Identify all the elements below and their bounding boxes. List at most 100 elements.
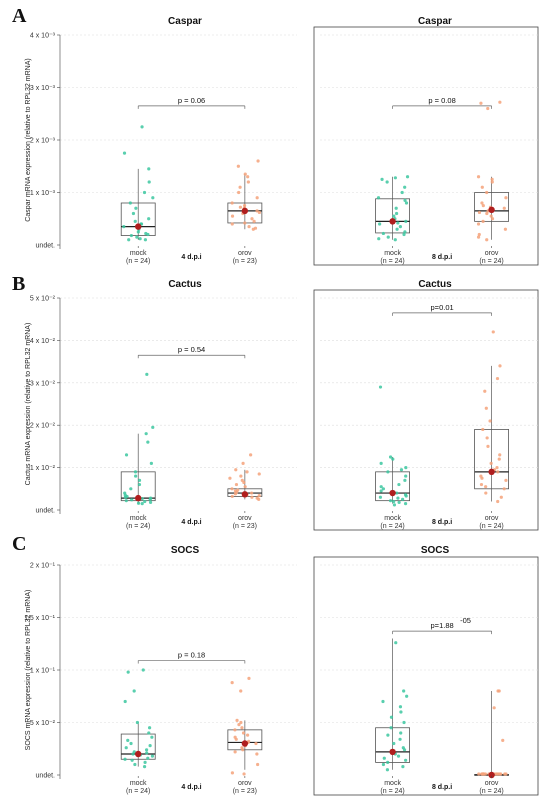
data-point bbox=[133, 762, 137, 767]
data-point bbox=[481, 219, 485, 223]
data-point bbox=[476, 235, 481, 239]
y-tick-label: 3 x 10⁻² bbox=[30, 380, 56, 387]
data-point bbox=[132, 689, 136, 693]
p-value-label: p = 0.54 bbox=[178, 345, 205, 354]
data-point bbox=[404, 758, 408, 762]
data-point bbox=[144, 432, 148, 436]
x-category-n: (n = 23) bbox=[233, 258, 257, 265]
data-point bbox=[230, 487, 234, 491]
data-point bbox=[489, 214, 493, 218]
data-point bbox=[242, 772, 246, 776]
x-category-n: (n = 24) bbox=[380, 258, 404, 265]
data-point bbox=[254, 741, 258, 746]
data-point bbox=[141, 668, 145, 672]
data-point bbox=[490, 177, 494, 181]
data-point bbox=[239, 474, 243, 478]
data-point bbox=[376, 196, 381, 200]
timepoint-label: 4 d.p.i bbox=[181, 254, 201, 261]
x-category-n: (n = 24) bbox=[126, 523, 150, 530]
x-category-label: mock bbox=[130, 250, 147, 257]
data-point bbox=[480, 201, 484, 205]
data-point bbox=[484, 491, 488, 495]
data-point bbox=[380, 177, 384, 181]
data-point bbox=[477, 210, 482, 215]
data-point bbox=[393, 176, 397, 180]
y-tick-label: 3 x 10⁻³ bbox=[30, 85, 56, 92]
data-point bbox=[393, 238, 397, 242]
data-point bbox=[396, 496, 400, 500]
chart-title: Caspar bbox=[418, 16, 452, 27]
data-point bbox=[392, 741, 396, 746]
data-point bbox=[252, 219, 256, 223]
data-point bbox=[130, 758, 134, 762]
y-tick-label: 1 x 10⁻² bbox=[30, 465, 56, 472]
data-point bbox=[378, 495, 383, 499]
y-tick-label: undet. bbox=[36, 243, 56, 250]
data-point bbox=[401, 746, 405, 750]
y-tick-label: 1.5 x 10⁻¹ bbox=[24, 615, 56, 622]
mean-marker bbox=[389, 489, 396, 497]
data-point bbox=[403, 478, 407, 482]
data-point bbox=[236, 488, 240, 492]
data-point bbox=[402, 232, 406, 237]
data-point bbox=[243, 221, 247, 225]
data-point bbox=[147, 217, 151, 221]
x-category-n: (n = 23) bbox=[233, 523, 257, 530]
data-point bbox=[486, 106, 490, 111]
data-point bbox=[146, 440, 150, 444]
mean-marker bbox=[135, 223, 142, 230]
data-point bbox=[391, 457, 395, 461]
data-point bbox=[133, 470, 138, 474]
data-point bbox=[245, 470, 249, 474]
data-point bbox=[405, 694, 409, 698]
data-point bbox=[403, 198, 407, 202]
p-value-exponent: -05 bbox=[460, 616, 471, 625]
data-point bbox=[234, 468, 238, 472]
y-axis-label: Caspar mRNA expression (relative to RPL3… bbox=[25, 58, 32, 221]
chart-title: Cactus bbox=[418, 279, 452, 290]
data-point bbox=[496, 499, 500, 504]
y-tick-label: 5 x 10⁻² bbox=[30, 296, 56, 303]
box bbox=[474, 429, 510, 490]
data-point bbox=[238, 205, 242, 209]
y-tick-label: 4 x 10⁻³ bbox=[30, 33, 56, 40]
data-point bbox=[485, 211, 489, 216]
data-point bbox=[394, 211, 399, 216]
data-point bbox=[142, 765, 147, 769]
data-point bbox=[388, 455, 393, 459]
data-point bbox=[230, 494, 234, 499]
chart-title: Caspar bbox=[168, 16, 202, 27]
data-point bbox=[504, 772, 508, 776]
data-point bbox=[488, 419, 492, 423]
data-point bbox=[386, 733, 390, 737]
mean-marker bbox=[488, 468, 495, 476]
data-point bbox=[234, 482, 239, 487]
data-point bbox=[147, 731, 151, 735]
data-point bbox=[243, 485, 247, 489]
data-point bbox=[385, 768, 390, 772]
data-point bbox=[143, 238, 148, 242]
data-point bbox=[144, 231, 148, 236]
data-point bbox=[145, 372, 149, 376]
timepoint-label: 8 d.p.i bbox=[432, 519, 452, 526]
data-point bbox=[388, 499, 393, 503]
panel-frame bbox=[313, 556, 539, 796]
data-point bbox=[477, 232, 481, 237]
data-point bbox=[378, 222, 382, 226]
x-category-n: (n = 24) bbox=[380, 523, 404, 530]
data-point bbox=[490, 217, 495, 221]
data-point bbox=[394, 206, 398, 210]
data-point bbox=[400, 190, 404, 195]
data-point bbox=[237, 723, 241, 727]
data-point bbox=[398, 737, 402, 741]
mean-marker bbox=[389, 218, 396, 225]
data-point bbox=[484, 406, 488, 410]
chart-panel-3: B Cactus undet. 1 x 10⁻² 2 x 10⁻² 3 x 10⁻² 4 x… bbox=[12, 273, 297, 530]
data-point bbox=[257, 472, 261, 476]
panel-letter: A bbox=[12, 5, 27, 27]
data-point bbox=[481, 772, 485, 776]
x-category-n: (n = 24) bbox=[479, 258, 503, 265]
chart-panel-5: C SOCS undet. 5 x 10⁻² 1 x 10⁻¹ 1.5 x 10⁻¹ 2 x… bbox=[12, 533, 297, 795]
